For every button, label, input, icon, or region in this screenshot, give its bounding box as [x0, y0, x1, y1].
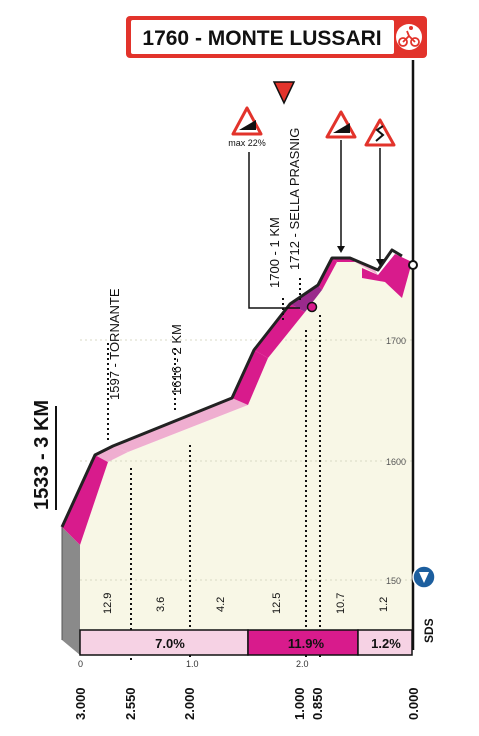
distance-label: 3.000 — [73, 687, 88, 720]
avg-gradient: 1.2% — [371, 636, 401, 651]
avg-gradient: 7.0% — [155, 636, 185, 651]
segment-gradient: 12.5 — [271, 593, 283, 614]
curves-sign-icon — [364, 118, 396, 147]
sds-marker-icon — [412, 565, 436, 589]
ground-fill — [80, 254, 412, 630]
km-tick: 2.0 — [296, 659, 309, 669]
distance-label: 2.550 — [123, 687, 138, 720]
avg-bar-1 — [79, 629, 249, 656]
distance-label: 1.000 — [292, 687, 307, 720]
segment-gradient: 12.9 — [102, 593, 114, 614]
segment-gradient: 3.6 — [155, 597, 167, 612]
climb-band-segment-10 — [362, 254, 412, 298]
climb-band-segment-2 — [95, 446, 128, 462]
arrow-head — [337, 246, 345, 253]
poi-label-sella: 1712 - SELLA PRASNIG — [287, 128, 302, 270]
start-altitude-label: 1533 - 3 KM — [31, 400, 53, 510]
finish-label: 1760 - MONTE LUSSARI — [142, 27, 381, 50]
start-block — [62, 527, 80, 655]
steep-grade-sign-icon — [325, 110, 357, 139]
finish-banner: 1760 - MONTE LUSSARI — [126, 16, 427, 58]
climb-band-segment-5 — [254, 304, 305, 358]
climb-band-segment-1 — [62, 455, 108, 545]
segment-gradient: 10.7 — [335, 593, 347, 614]
climb-band-segment-6 — [290, 285, 322, 312]
sign-connector-max22 — [248, 152, 300, 309]
finish-dot — [408, 260, 418, 270]
climb-band-segment-3 — [113, 398, 248, 452]
climb-band-segment-7 — [318, 258, 337, 290]
arrow-head — [376, 259, 384, 266]
poi-label-1km: 1700 - 1 KM — [267, 217, 282, 288]
distance-label: 0.000 — [406, 687, 421, 720]
poi-label-tornante: 1597 - TORNANTE — [107, 288, 122, 400]
km-tick: 1.0 — [186, 659, 199, 669]
avg-bar-2 — [247, 629, 359, 656]
steep-grade-sign-icon — [231, 106, 263, 136]
segment-gradient: 1.2 — [378, 597, 390, 612]
km-tick: 0 — [78, 659, 83, 669]
cyclist-icon — [396, 24, 422, 50]
sign-caption: max 22% — [228, 138, 266, 148]
climb-band-segment-4 — [232, 350, 268, 405]
altitude-tick: 150 — [386, 576, 401, 586]
profile-outline — [60, 248, 403, 528]
poi-label-2km: 1616 - 2 KM — [169, 324, 184, 395]
segment-gradient: 4.2 — [215, 597, 227, 612]
altitude-tick: 1600 — [386, 457, 406, 467]
kom-marker-dot — [306, 301, 318, 313]
altitude-tick: 1700 — [386, 336, 406, 346]
avg-bar-3 — [357, 629, 413, 656]
kom-flag-triangle-icon — [272, 81, 296, 105]
distance-label: 0.850 — [310, 687, 325, 720]
avg-gradient: 11.9% — [288, 636, 325, 651]
distance-label: 2.000 — [182, 687, 197, 720]
sds-label: SDS — [422, 618, 436, 643]
